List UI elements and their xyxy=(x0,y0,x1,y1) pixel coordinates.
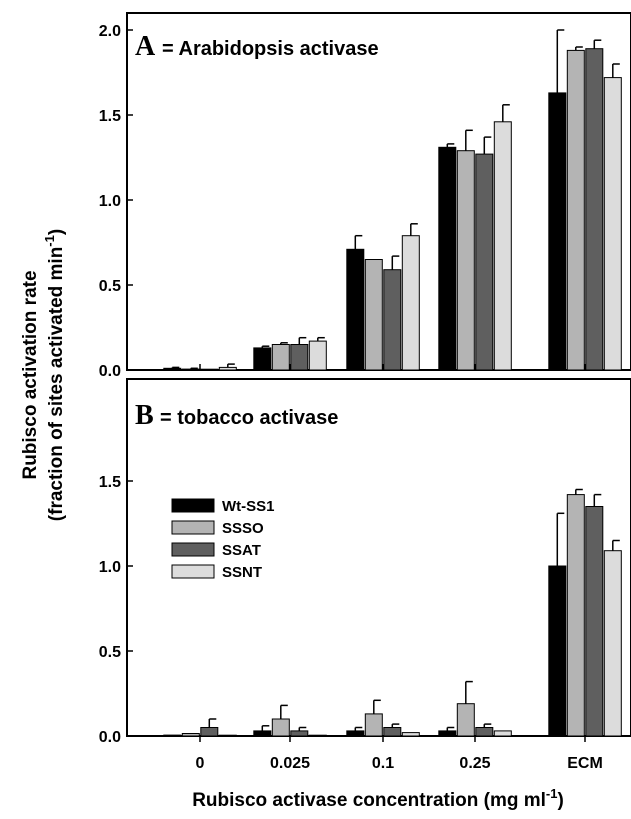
legend-swatch-ssso xyxy=(171,520,215,535)
panel-a-ytick-label-1.5: 1.5 xyxy=(99,108,121,125)
panel-a-bar-ssat-4 xyxy=(585,48,604,371)
panel-a-bar-ssat-0 xyxy=(200,368,219,371)
panel-a-title: = Arabidopsis activase xyxy=(162,38,379,60)
panel-b-y-ticks: 0.0 0.5 1.0 1.5 xyxy=(99,474,133,746)
panel-a-bar-wt-ss1-0 xyxy=(163,367,182,371)
panel-a-bar-ssnt-1 xyxy=(308,340,327,371)
panel-b-letter: B xyxy=(135,400,154,431)
panel-b-bar-ssat-2 xyxy=(383,727,402,737)
x-axis-title-main: Rubisco activase concentration (mg ml xyxy=(192,790,546,811)
panel-a-bar-ssat-3 xyxy=(475,153,494,371)
panel-a-ytick-label-0.5: 0.5 xyxy=(99,278,121,295)
panel-b: 0.0 0.5 1.0 1.5 0 0.025 0.1 0.25 ECM B = tobacc… xyxy=(99,378,631,772)
panel-b-bar-wt-ss1-1 xyxy=(253,730,272,737)
panel-a-bar-ssso-2 xyxy=(364,259,383,371)
x-tick-label-3: 0.25 xyxy=(459,755,490,772)
legend: Wt-SS1 SSSO SSAT SSNT xyxy=(171,498,275,581)
panel-a-y-ticks: 0.0 0.5 1.0 1.5 2.0 xyxy=(99,23,133,380)
x-tick-label-1: 0.025 xyxy=(270,755,310,772)
panel-b-bar-ssso-3 xyxy=(456,703,475,737)
panel-a-marks xyxy=(163,29,622,371)
panel-a-bar-wt-ss1-3 xyxy=(438,146,457,371)
panel-a-bar-ssnt-4 xyxy=(603,77,622,371)
y-axis-title-line2: (fraction of sites activated min-1) xyxy=(42,229,67,521)
panel-b-bar-ssso-1 xyxy=(271,718,290,737)
legend-label-ssat: SSAT xyxy=(222,542,261,559)
legend-swatch-wt-ss1 xyxy=(171,498,215,513)
panel-a-bar-ssnt-2 xyxy=(401,235,420,371)
panel-b-bar-ssnt-4 xyxy=(603,550,622,737)
panel-a-bar-ssso-3 xyxy=(456,150,475,371)
x-axis-title-sup: -1 xyxy=(546,786,558,801)
panel-b-marks xyxy=(163,488,622,737)
panel-b-bar-wt-ss1-4 xyxy=(548,565,567,737)
panel-b-bar-ssat-3 xyxy=(475,727,494,737)
y-axis-title-line2-end: ) xyxy=(46,229,67,235)
panel-b-bar-wt-ss1-2 xyxy=(346,730,365,737)
panel-a-ytick-label-1.0: 1.0 xyxy=(99,193,121,210)
x-tick-label-4: ECM xyxy=(567,755,603,772)
panel-b-bar-ssso-0 xyxy=(181,733,200,737)
panel-a-bar-wt-ss1-1 xyxy=(253,347,272,371)
panel-a-bar-ssnt-0 xyxy=(218,366,237,371)
legend-swatch-ssnt xyxy=(171,564,215,579)
x-axis-title-end: ) xyxy=(557,790,563,811)
y-axis-title-line2-sup: -1 xyxy=(42,235,57,247)
y-axis-title-line1: Rubisco activation rate xyxy=(20,270,41,479)
y-axis-title: Rubisco activation rate (fraction of sit… xyxy=(20,229,67,521)
panel-b-bar-ssnt-2 xyxy=(401,732,420,737)
panel-a-bar-ssso-0 xyxy=(181,368,200,371)
panel-b-ytick-label-0.5: 0.5 xyxy=(99,644,121,661)
x-axis-title: Rubisco activase concentration (mg ml-1) xyxy=(192,786,564,811)
legend-label-ssso: SSSO xyxy=(222,520,264,537)
panel-b-bar-ssat-4 xyxy=(585,506,604,737)
panel-a-ytick-label-0.0: 0.0 xyxy=(99,363,121,380)
x-axis-ticks: 0 0.025 0.1 0.25 ECM xyxy=(196,736,603,772)
panel-a-ytick-label-2.0: 2.0 xyxy=(99,23,121,40)
panel-a-letter: A xyxy=(135,31,156,62)
x-tick-label-2: 0.1 xyxy=(372,755,394,772)
panel-a: 0.0 0.5 1.0 1.5 2.0 A = Arabidopsis activase xyxy=(99,12,631,380)
panel-a-bar-wt-ss1-2 xyxy=(346,248,365,371)
panel-b-bar-ssso-2 xyxy=(364,713,383,737)
panel-a-bar-ssso-4 xyxy=(566,49,585,371)
panel-a-bar-wt-ss1-4 xyxy=(548,92,567,371)
panel-b-bar-ssnt-3 xyxy=(493,730,512,737)
panel-b-ytick-label-1.0: 1.0 xyxy=(99,559,121,576)
legend-label-wt-ss1: Wt-SS1 xyxy=(222,498,275,515)
panel-a-bar-ssnt-3 xyxy=(493,121,512,371)
legend-label-ssnt: SSNT xyxy=(222,564,262,581)
panel-b-bar-ssat-0 xyxy=(200,727,219,737)
panel-b-bar-ssso-4 xyxy=(566,494,585,737)
panel-b-bar-ssat-1 xyxy=(290,730,309,737)
panel-b-title: = tobacco activase xyxy=(160,407,338,429)
y-axis-title-line2-main: (fraction of sites activated min xyxy=(46,247,67,522)
x-tick-label-0: 0 xyxy=(196,755,205,772)
panel-b-ytick-label-1.5: 1.5 xyxy=(99,474,121,491)
legend-swatch-ssat xyxy=(171,542,215,557)
panel-b-bar-wt-ss1-3 xyxy=(438,730,457,737)
panel-b-bar-wt-ss1-0 xyxy=(163,734,182,737)
panel-b-bar-ssnt-1 xyxy=(308,734,327,737)
panel-b-ytick-label-0.0: 0.0 xyxy=(99,729,121,746)
panel-a-bar-ssat-1 xyxy=(290,344,309,371)
panel-a-bar-ssso-1 xyxy=(271,344,290,371)
panel-b-bar-ssnt-0 xyxy=(218,734,237,737)
panel-a-bar-ssat-2 xyxy=(383,269,402,371)
